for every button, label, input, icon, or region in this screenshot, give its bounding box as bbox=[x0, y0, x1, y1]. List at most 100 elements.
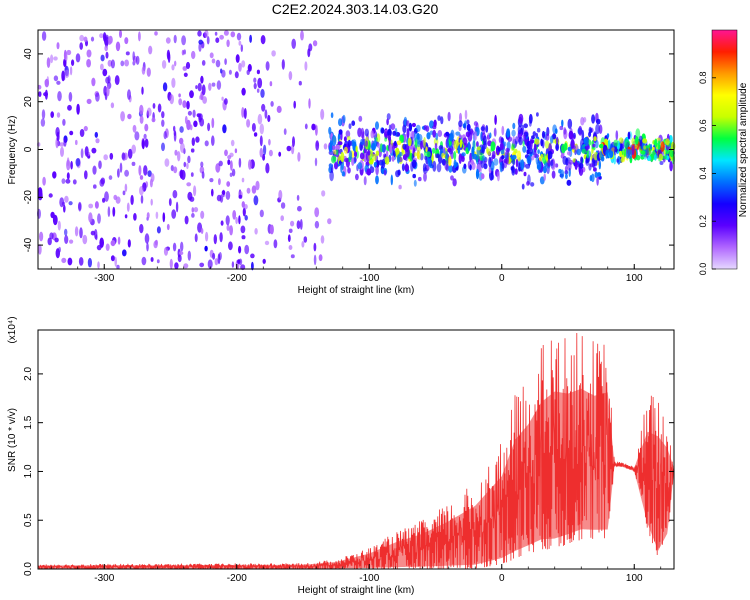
spectrogram-cell bbox=[649, 144, 653, 150]
spectrogram-cell bbox=[63, 137, 67, 147]
spectrogram-cell bbox=[122, 190, 126, 196]
spectrogram-cell bbox=[215, 37, 220, 43]
spectrogram-cell bbox=[127, 148, 133, 159]
spectrogram-cell bbox=[52, 214, 58, 226]
spectrogram-cell bbox=[480, 126, 485, 132]
spectrogram-cell bbox=[507, 136, 513, 142]
spectrogram-cell bbox=[281, 59, 285, 70]
spectrogram-cell bbox=[63, 58, 67, 67]
spectrogram-cell bbox=[225, 190, 231, 200]
spectrogram-cell bbox=[132, 51, 135, 61]
spectrogram-cell bbox=[164, 158, 170, 167]
spectrogram-cell bbox=[355, 145, 358, 153]
spectrogram-cell bbox=[523, 123, 528, 129]
spectrogram-cell bbox=[607, 139, 611, 150]
spectrogram-cell bbox=[461, 152, 466, 157]
spectrogram-cell bbox=[191, 50, 196, 60]
spectrogram-cell bbox=[351, 157, 355, 166]
spectrogram-cell bbox=[440, 116, 444, 125]
spectrogram-cell bbox=[61, 70, 65, 82]
spectrogram-cell bbox=[312, 40, 318, 47]
spectrogram-cell bbox=[265, 61, 270, 71]
spectrogram-cell bbox=[169, 258, 173, 269]
spectrogram-cell bbox=[199, 262, 205, 268]
spectrogram-cell bbox=[131, 144, 136, 154]
spectrogram-cell bbox=[63, 204, 66, 213]
spectrogram-cell bbox=[257, 77, 263, 89]
spectrogram-cell bbox=[432, 129, 437, 138]
spectrogram-cell bbox=[163, 131, 167, 140]
spectrogram-cell bbox=[347, 135, 351, 142]
spectrogram-cell bbox=[186, 162, 189, 169]
spectrogram-cell bbox=[448, 156, 452, 167]
spectrogram-cell bbox=[432, 160, 437, 172]
spectrogram-cell bbox=[499, 142, 504, 151]
spectrogram-cell bbox=[416, 132, 420, 140]
spectrogram-cell bbox=[481, 143, 485, 155]
spectrogram-cell bbox=[209, 178, 214, 183]
spectrogram-cell bbox=[150, 257, 154, 262]
spectrogram-cell bbox=[654, 154, 657, 161]
spectrogram-cell bbox=[320, 235, 325, 244]
spectrogram-cell bbox=[50, 111, 54, 118]
spectrogram-cell bbox=[55, 248, 60, 259]
spectrogram-cell bbox=[79, 34, 85, 42]
spectrogram-cell bbox=[64, 235, 69, 244]
spectrogram-cell bbox=[223, 30, 229, 36]
spectrogram-cell bbox=[161, 60, 167, 69]
spectrogram-cell bbox=[193, 185, 197, 197]
spectrogram-cell bbox=[168, 198, 172, 207]
y-tick-label: 1.0 bbox=[23, 464, 34, 478]
spectrogram-cell bbox=[140, 195, 144, 204]
spectrogram-cell bbox=[253, 132, 258, 137]
spectrogram-cell bbox=[115, 196, 121, 204]
spectrogram-cell bbox=[424, 155, 427, 160]
spectrogram-cell bbox=[422, 167, 428, 174]
spectrogram-cell bbox=[215, 163, 221, 173]
y-tick-label: -40 bbox=[23, 237, 34, 252]
spectrogram-cell bbox=[550, 159, 554, 166]
spectrogram-cell bbox=[268, 138, 271, 146]
spectrogram-cell bbox=[340, 162, 343, 174]
spectrogram-cell bbox=[433, 119, 437, 128]
spectrogram-cell bbox=[179, 126, 184, 133]
spectrogram-cell bbox=[155, 211, 159, 219]
spectrogram-cell bbox=[144, 123, 149, 132]
spectrogram-cell bbox=[122, 249, 127, 257]
spectrogram-cell bbox=[384, 137, 387, 142]
spectrogram-cell bbox=[536, 112, 539, 117]
spectrogram-cell bbox=[589, 163, 595, 168]
spectrogram-cell bbox=[283, 128, 287, 136]
spectrogram-cell bbox=[195, 136, 200, 143]
spectrogram-cell bbox=[493, 158, 499, 166]
spectrogram-cell bbox=[387, 134, 391, 141]
spectrogram-cell bbox=[567, 146, 572, 152]
spectrogram-cell bbox=[501, 125, 505, 136]
spectrogram-cell bbox=[257, 113, 263, 125]
spectrogram-cell bbox=[72, 179, 77, 185]
spectrogram-cell bbox=[198, 39, 203, 45]
spectrogram-cell bbox=[360, 138, 365, 146]
spectrogram-cell bbox=[146, 242, 149, 252]
spectrogram-cell bbox=[251, 261, 254, 271]
spectrogram-cell bbox=[62, 118, 66, 126]
spectrogram-cell bbox=[104, 45, 108, 52]
spectrogram-cell bbox=[528, 119, 532, 127]
spectrogram-cell bbox=[405, 147, 410, 158]
spectrogram-cell bbox=[217, 253, 221, 265]
spectrogram-cell bbox=[436, 153, 440, 158]
spectrogram-cell bbox=[411, 122, 416, 128]
spectrogram-cell bbox=[187, 250, 191, 261]
spectrogram-cell bbox=[565, 173, 568, 180]
spectrogram-cell bbox=[208, 82, 212, 91]
spectrogram-cell bbox=[38, 244, 42, 255]
spectrogram-cell bbox=[59, 197, 65, 208]
spectrogram-cell bbox=[138, 31, 141, 42]
spectrogram-cell bbox=[146, 107, 152, 117]
spectrogram-cell bbox=[471, 162, 476, 170]
spectrogram-cell bbox=[314, 207, 320, 218]
spectrogram-cell bbox=[86, 49, 92, 58]
spectrogram-cell bbox=[183, 161, 187, 168]
spectrogram-cell bbox=[359, 152, 365, 160]
spectrogram-cell bbox=[299, 219, 303, 230]
